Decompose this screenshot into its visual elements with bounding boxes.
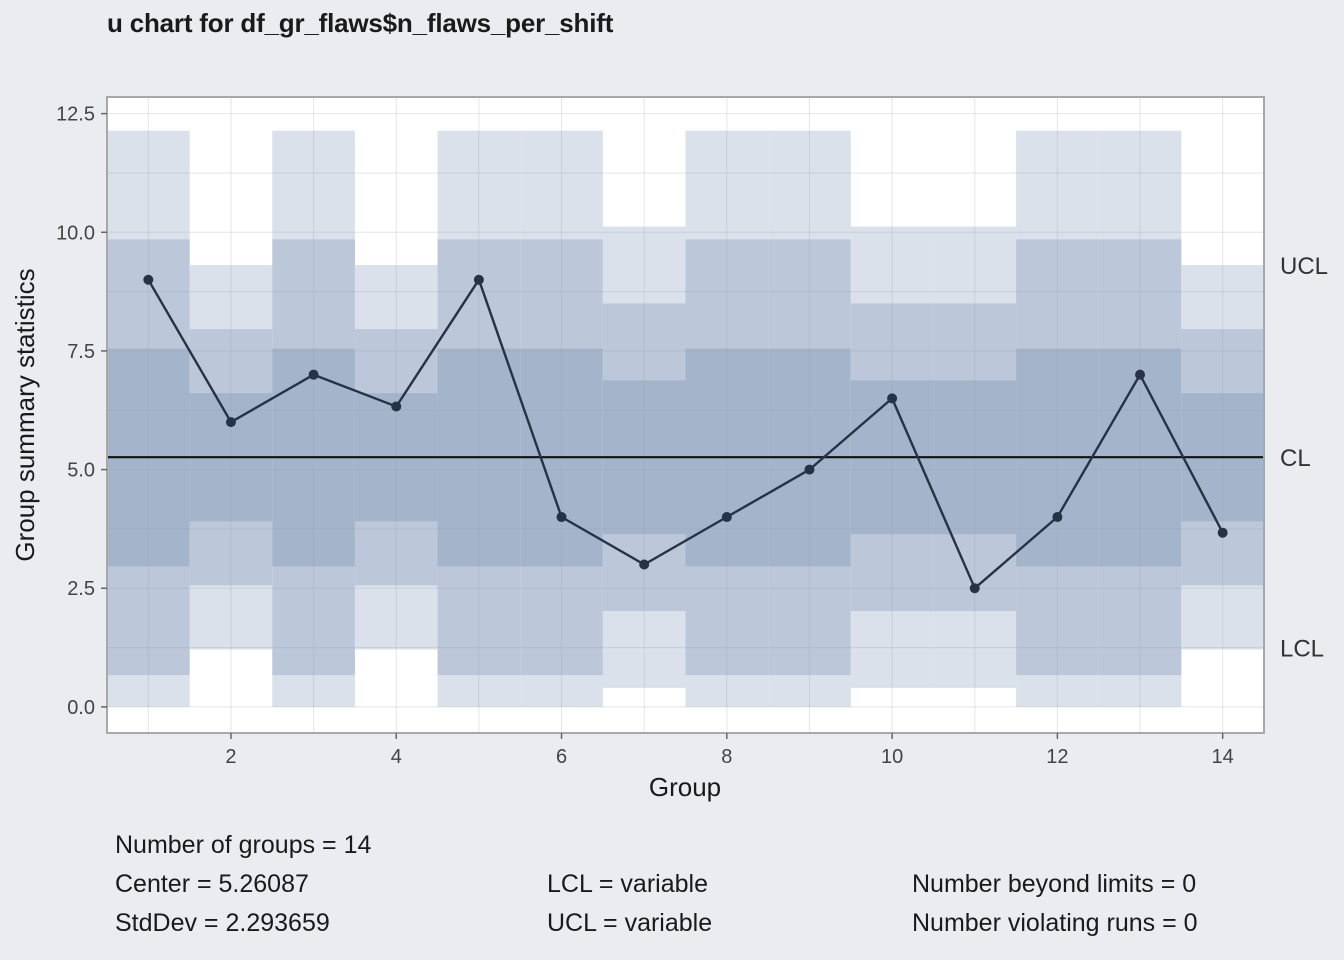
series-line bbox=[147, 278, 1224, 590]
y-axis-title: Group summary statistics bbox=[10, 268, 40, 561]
data-point-1 bbox=[143, 274, 154, 285]
data-point-7 bbox=[639, 559, 650, 570]
data-point-11 bbox=[969, 583, 980, 594]
x-axis-title: Group bbox=[649, 772, 721, 802]
x-tick-label: 4 bbox=[391, 746, 402, 768]
stat-ucl: UCL = variable bbox=[547, 909, 713, 937]
data-point-6 bbox=[556, 512, 567, 523]
plot-border bbox=[106, 96, 1265, 734]
data-point-12 bbox=[1052, 512, 1063, 523]
y-tick-label: 10.0 bbox=[56, 222, 95, 244]
data-point-2 bbox=[225, 417, 236, 428]
data-point-4 bbox=[391, 401, 402, 412]
x-tick-label: 8 bbox=[721, 746, 732, 768]
stat-number-of-groups: Number of groups = 14 bbox=[115, 831, 372, 859]
data-point-3 bbox=[308, 369, 319, 380]
stat-center: Center = 5.26087 bbox=[115, 870, 309, 898]
y-tick-label: 2.5 bbox=[67, 578, 95, 600]
data-point-9 bbox=[804, 464, 815, 475]
chart-title: u chart for df_gr_flaws$n_flaws_per_shif… bbox=[107, 8, 614, 38]
y-tick-label: 0.0 bbox=[67, 697, 95, 719]
cl-label: CL bbox=[1280, 445, 1311, 472]
x-tick-label: 6 bbox=[556, 746, 567, 768]
ucl-label: UCL bbox=[1280, 253, 1328, 280]
data-point-10 bbox=[887, 393, 898, 404]
stat-beyond-limits: Number beyond limits = 0 bbox=[912, 870, 1197, 898]
lcl-label: LCL bbox=[1280, 636, 1324, 663]
stat-lcl: LCL = variable bbox=[547, 870, 708, 898]
data-point-14 bbox=[1217, 527, 1228, 538]
data-point-13 bbox=[1135, 369, 1146, 380]
y-tick-label: 7.5 bbox=[67, 341, 95, 363]
stat-violating-runs: Number violating runs = 0 bbox=[912, 909, 1198, 937]
stat-stddev: StdDev = 2.293659 bbox=[115, 909, 330, 937]
data-point-5 bbox=[473, 274, 484, 285]
data-point-8 bbox=[721, 512, 732, 523]
x-tick-label: 2 bbox=[225, 746, 236, 768]
x-tick-label: 10 bbox=[881, 746, 903, 768]
x-tick-label: 12 bbox=[1046, 746, 1068, 768]
y-tick-label: 12.5 bbox=[56, 104, 95, 126]
y-tick-label: 5.0 bbox=[67, 460, 95, 482]
x-tick-label: 14 bbox=[1212, 746, 1234, 768]
